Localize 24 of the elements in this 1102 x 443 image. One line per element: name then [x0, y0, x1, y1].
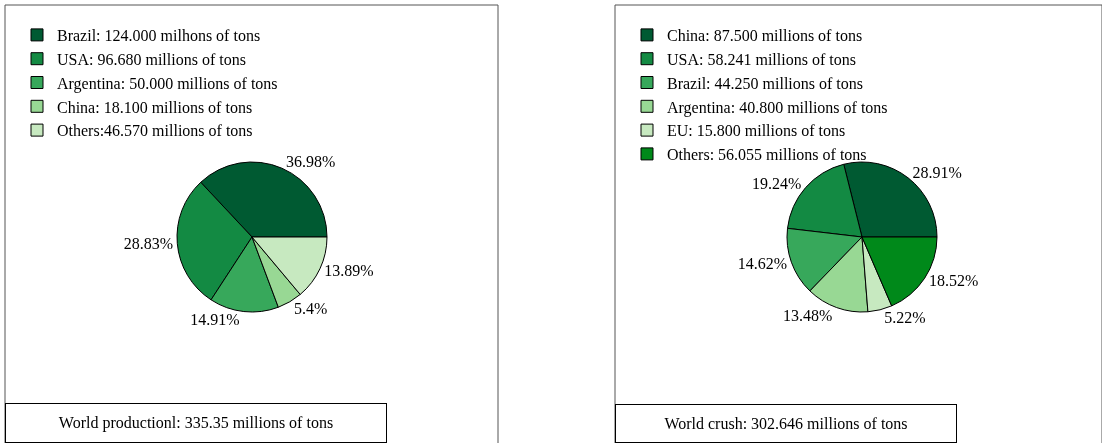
data-label: 13.48%: [783, 306, 833, 324]
data-label: 13.89%: [324, 261, 374, 279]
text: World productionl: 335.35 millions of tons: [58, 414, 334, 432]
legend-label: Argentina: 40.800 millions of tons: [667, 98, 888, 117]
legend-label: Others:46.570 millions of tons: [57, 122, 253, 140]
legend-label: Argentina: 50.000 millions of tons: [57, 74, 278, 93]
legend-label: USA: 96.680 millions of tons: [57, 50, 246, 68]
data-label: 28.83%: [123, 235, 174, 253]
legend-label: Brazil: 44.250 millions of tons: [667, 74, 863, 92]
data-label: 14.62%: [737, 254, 788, 272]
data-label: 18.52%: [928, 272, 979, 290]
data-label: 28.91%: [912, 164, 962, 182]
legend-label: USA: 58.241 millions of tons: [667, 50, 856, 68]
legend-label: China: 18.100 millions of tons: [57, 98, 253, 116]
data-label: 19.24%: [752, 175, 802, 193]
data-label: 36.98%: [286, 152, 336, 170]
legend-label: China: 87.500 millions of tons: [667, 27, 863, 45]
text: World crush: 302.646 millions of tons: [664, 415, 908, 432]
legend-label: Others: 56.055 millions of tons: [667, 146, 867, 164]
data-label: 5.4%: [294, 299, 328, 317]
legend-label: EU: 15.800 millions of tons: [667, 122, 846, 140]
data-label: 14.91%: [190, 311, 240, 329]
legend-label: Brazil: 124.000 milhons of tons: [57, 27, 261, 45]
data-label: 5.22%: [884, 309, 926, 327]
